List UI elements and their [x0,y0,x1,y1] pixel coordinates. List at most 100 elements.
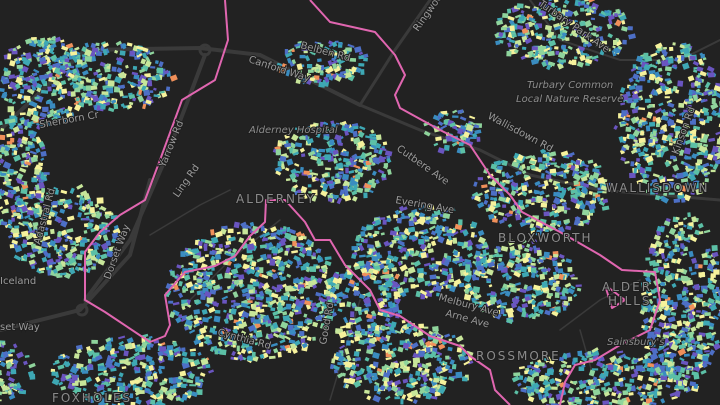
building [558,253,565,259]
building [13,154,22,162]
building [67,91,71,97]
building [38,117,45,122]
building [583,4,590,9]
building [136,45,144,51]
building [557,206,565,212]
building [12,212,20,217]
building [32,233,40,240]
building [680,275,688,282]
building [696,293,704,298]
building [39,56,46,63]
building [581,209,590,216]
building [238,274,245,280]
building [567,266,573,272]
building [172,301,180,306]
building [657,384,663,390]
building [0,171,2,176]
building [74,266,81,272]
building [678,385,685,390]
building [587,379,594,385]
building [560,45,565,49]
building [0,206,4,211]
building [192,263,198,269]
building [238,323,244,329]
building [11,101,16,105]
building [148,335,153,339]
building [563,0,570,5]
building [29,133,34,138]
building [113,103,119,110]
building [90,94,98,100]
building [682,216,688,221]
building [423,326,429,329]
building [307,64,313,69]
building [514,390,519,395]
building [156,67,164,74]
building [92,263,97,267]
building [693,136,698,139]
building [494,248,498,254]
building [154,60,159,65]
building [667,102,675,108]
building [476,244,482,249]
building [38,48,46,54]
building [230,308,237,315]
building [386,330,392,336]
building [43,172,50,175]
building [506,275,510,281]
building [111,66,117,72]
building [25,52,32,60]
building [707,72,715,78]
building [0,189,6,195]
building [136,53,143,58]
building [60,80,67,86]
building [139,378,143,382]
building [574,399,581,403]
building [384,150,393,157]
building [43,231,49,236]
building [671,282,677,288]
building [228,314,234,321]
building [614,13,618,18]
building [383,162,389,166]
building [261,238,267,242]
building [399,281,406,286]
building [43,39,50,46]
building [681,236,686,240]
building [483,199,489,205]
building [168,300,174,304]
building [221,295,229,301]
building [2,180,7,185]
building [67,215,75,222]
building [546,174,552,180]
building [492,218,498,223]
building [17,93,23,100]
building [429,274,437,280]
building [539,273,546,280]
building [89,219,94,223]
building [26,87,35,95]
building [51,76,55,81]
building [326,180,334,184]
building [711,244,718,252]
building [0,146,6,154]
building [34,169,40,175]
building [360,237,365,243]
building [542,197,547,202]
building [111,238,119,245]
building [298,236,304,241]
building [710,169,716,173]
building [689,381,697,387]
building [702,355,709,362]
building [386,342,393,346]
building [481,269,486,274]
building [299,147,305,153]
building [660,398,666,404]
building [75,64,82,68]
building [97,372,104,376]
building [655,123,660,128]
building [500,27,507,31]
building [415,370,421,376]
